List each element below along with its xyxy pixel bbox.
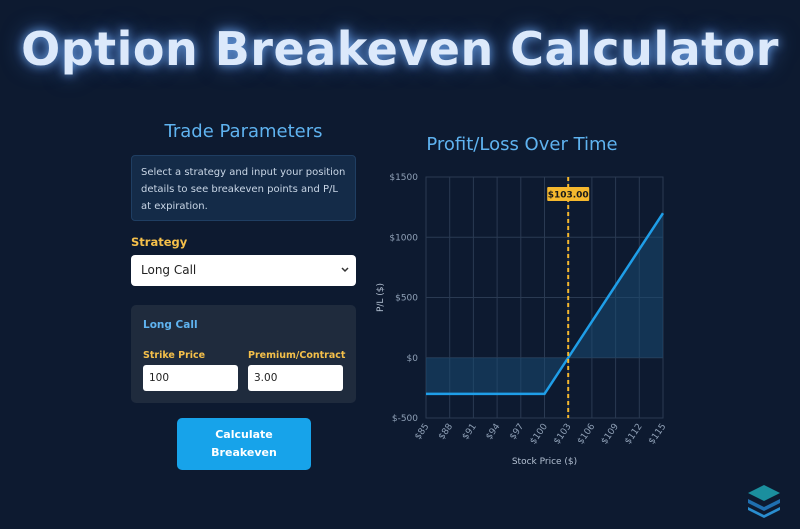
x-tick-label: $94: [485, 422, 503, 442]
strategy-select[interactable]: Long Call: [131, 255, 356, 286]
premium-input[interactable]: 3.00: [248, 365, 343, 391]
pl-series-line: [426, 212, 665, 396]
x-tick-label: $103: [552, 422, 573, 446]
calculate-breakeven-button[interactable]: Calculate Breakeven: [177, 418, 311, 470]
y-tick-label: $1000: [389, 233, 418, 243]
strategy-select-value: Long Call: [141, 263, 197, 277]
page-title: Option Breakeven Calculator: [21, 22, 779, 76]
strategy-inputs-card: Long Call Strike Price 100 Premium/Contr…: [131, 305, 356, 403]
x-tick-label: $97: [508, 422, 526, 442]
breakeven-label: $103.00: [548, 191, 589, 201]
chart-title: Profit/Loss Over Time: [426, 134, 618, 155]
app-logo-icon: [748, 485, 780, 518]
strike-price-label: Strike Price: [143, 350, 206, 361]
x-tick-label: $88: [437, 422, 455, 442]
breakeven-badge: [547, 187, 590, 201]
chart-lines: [426, 177, 665, 418]
x-axis-title: Stock Price ($): [512, 457, 577, 467]
x-tick-label: $109: [600, 422, 621, 447]
y-tick-label: $500: [395, 294, 418, 304]
x-tick-label: $112: [623, 422, 644, 446]
card-title: Long Call: [143, 319, 198, 331]
loss-area: [426, 357, 569, 394]
x-tick-label: $100: [529, 422, 550, 447]
premium-label: Premium/Contract: [248, 350, 346, 361]
x-tick-label: $115: [647, 422, 668, 446]
y-tick-label: $-500: [392, 414, 418, 424]
section-title: Trade Parameters: [164, 121, 323, 142]
trade-parameters-panel: Trade Parameters Select a strategy and i…: [131, 118, 356, 403]
info-box: Select a strategy and input your positio…: [131, 155, 356, 221]
y-tick-label: $1500: [389, 173, 418, 183]
x-tick-label: $91: [461, 422, 479, 442]
strategy-label: Strategy: [131, 235, 188, 249]
x-tick-label: $85: [413, 422, 431, 442]
x-tick-label: $106: [576, 422, 597, 447]
chevron-down-icon: [340, 255, 350, 298]
strike-price-input[interactable]: 100: [143, 365, 238, 391]
y-tick-label: $0: [407, 354, 419, 364]
y-axis-title: P/L ($): [376, 283, 386, 312]
pl-chart: $85 $88 $91 $94 $97 $100 $103 $106 $109 $112 $115 $…: [376, 173, 668, 467]
